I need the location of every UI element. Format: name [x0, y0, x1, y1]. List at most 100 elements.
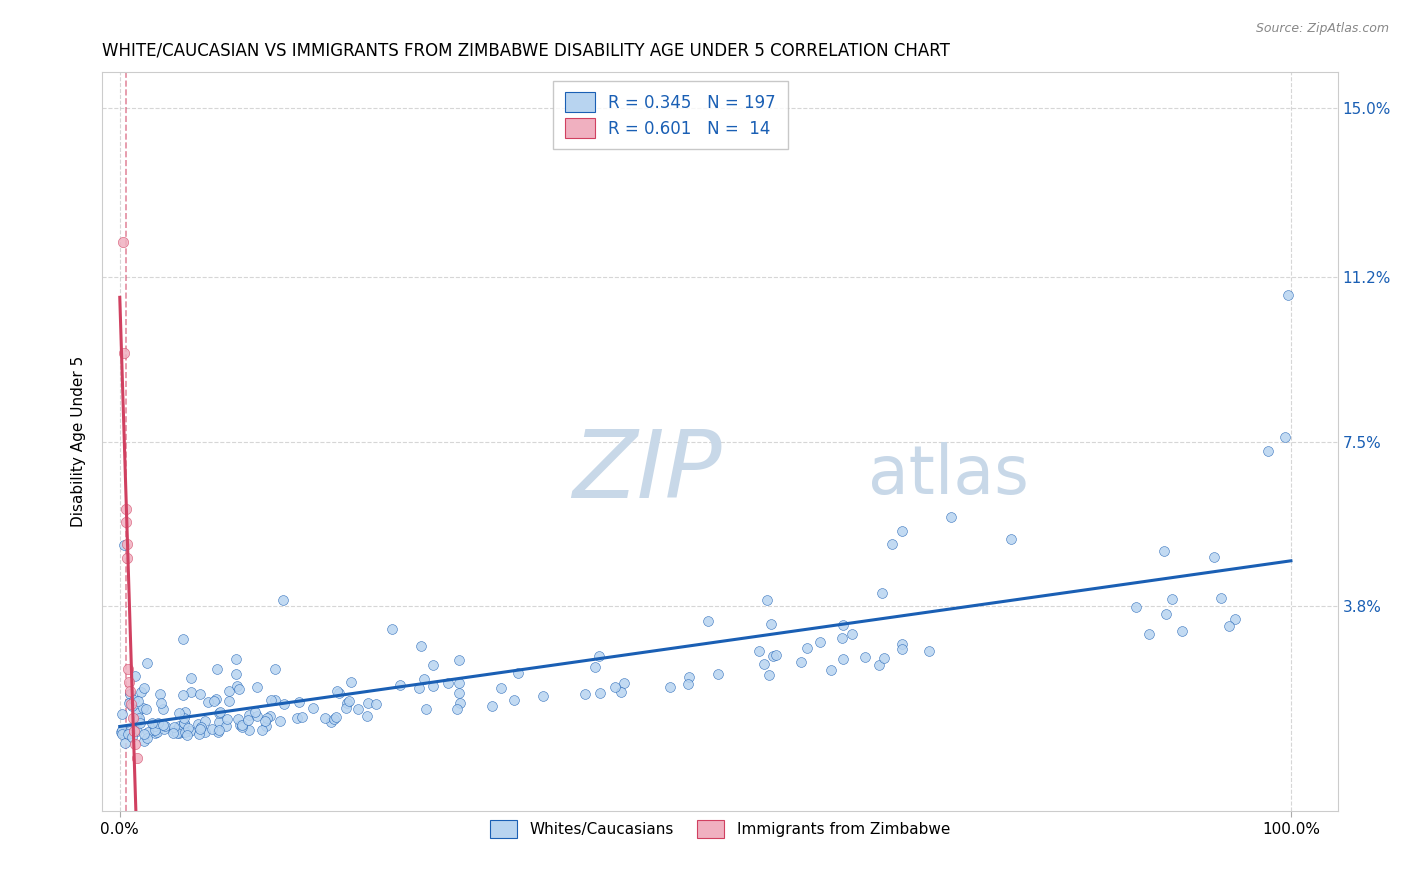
Point [1223, 612, 1246, 626]
Point [114, 515, 136, 529]
Point [121, 731, 143, 745]
Point [489, 681, 512, 695]
Point [254, 719, 277, 733]
Point [319, 714, 342, 729]
Point [264, 692, 287, 706]
Point [128, 713, 150, 727]
Point [173, 715, 195, 730]
Point [173, 705, 195, 719]
Point [188, 687, 211, 701]
Point [143, 719, 166, 733]
Point [357, 696, 380, 710]
Point [422, 657, 444, 672]
Point [481, 699, 503, 714]
Point [115, 537, 138, 551]
Point [208, 723, 231, 737]
Point [226, 713, 249, 727]
Point [765, 648, 787, 663]
Point [1171, 624, 1194, 638]
Point [134, 727, 156, 741]
Point [111, 706, 134, 721]
Point [366, 698, 388, 712]
Point [413, 672, 436, 686]
Point [121, 711, 143, 725]
Point [273, 698, 295, 712]
Point [143, 723, 166, 738]
Point [207, 724, 229, 739]
Point [381, 622, 404, 636]
Point [340, 674, 363, 689]
Point [167, 706, 190, 721]
Point [121, 698, 143, 712]
Point [149, 696, 172, 710]
Point [118, 675, 141, 690]
Point [177, 721, 200, 735]
Point [142, 717, 165, 731]
Point [122, 693, 145, 707]
Point [449, 653, 471, 667]
Point [574, 687, 596, 701]
Point [111, 727, 134, 741]
Point [301, 701, 323, 715]
Point [217, 712, 239, 726]
Point [205, 692, 228, 706]
Point [135, 702, 157, 716]
Point [179, 723, 201, 738]
Point [225, 652, 247, 666]
Point [238, 723, 260, 737]
Text: Source: ZipAtlas.com: Source: ZipAtlas.com [1256, 22, 1389, 36]
Point [127, 706, 149, 721]
Point [208, 705, 231, 719]
Point [194, 714, 217, 728]
Point [190, 720, 212, 734]
Point [918, 644, 941, 658]
Point [288, 695, 311, 709]
Point [180, 671, 202, 685]
Point [789, 655, 811, 669]
Point [588, 648, 610, 663]
Point [111, 723, 134, 737]
Point [167, 719, 190, 733]
Point [246, 709, 269, 723]
Point [153, 718, 176, 732]
Point [603, 680, 626, 694]
Point [853, 650, 876, 665]
Point [162, 725, 184, 739]
Point [114, 346, 136, 360]
Point [153, 723, 176, 737]
Point [122, 724, 145, 739]
Point [676, 676, 699, 690]
Point [831, 618, 853, 632]
Point [145, 725, 167, 739]
Point [531, 689, 554, 703]
Point [506, 666, 529, 681]
Point [415, 702, 437, 716]
Point [1218, 619, 1240, 633]
Point [225, 666, 247, 681]
Point [214, 719, 236, 733]
Point [145, 726, 167, 740]
Point [172, 688, 194, 702]
Point [752, 657, 775, 671]
Point [346, 702, 368, 716]
Point [259, 709, 281, 723]
Point [449, 676, 471, 690]
Point [236, 713, 259, 727]
Point [335, 696, 357, 710]
Point [808, 635, 831, 649]
Point [408, 681, 430, 695]
Point [129, 716, 152, 731]
Point [831, 631, 853, 645]
Point [180, 685, 202, 699]
Point [112, 235, 135, 249]
Point [1125, 599, 1147, 614]
Point [796, 640, 818, 655]
Point [120, 684, 142, 698]
Point [152, 717, 174, 731]
Point [141, 715, 163, 730]
Point [409, 639, 432, 653]
Point [245, 705, 267, 719]
Point [120, 724, 142, 739]
Point [1161, 591, 1184, 606]
Point [325, 710, 347, 724]
